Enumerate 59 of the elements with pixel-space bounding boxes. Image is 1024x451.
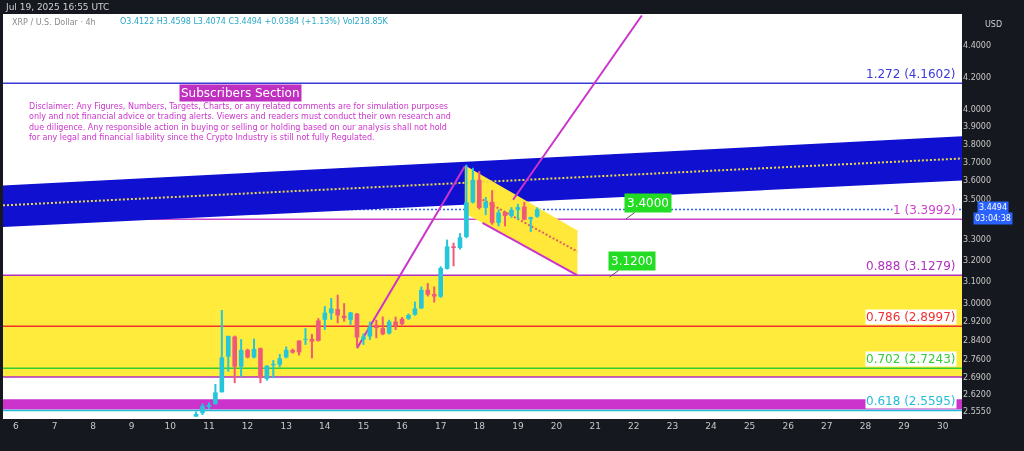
ref-line-label: 0.786 (2.8997): [866, 310, 956, 324]
x-tick-label: 26: [782, 421, 795, 431]
x-tick-label: 6: [13, 421, 19, 431]
x-tick-label: 20: [550, 421, 563, 431]
ref-line-label: 0.702 (2.7243): [866, 352, 956, 366]
annotation: Disclaimer: Any Figures, Numbers, Targets, Charts, or any related comments are for simulation purposes only and not financial advice or trading alerts. Viewers and readers must conduct their own research and due diligence. Any responsible action in buying or selling or holding based on our analysis shall not hold for any legal and financial liability since the Crypto Industry is still not fully Regulated.: [29, 102, 451, 143]
x-tick-label: 22: [628, 421, 640, 431]
x-tick-label: 28: [859, 421, 872, 431]
x-tick-label: 21: [589, 421, 601, 431]
y-tick-label: 4.0000: [963, 105, 991, 115]
annotation: O3.4122 H3.4598 L3.4074 C3.4494 +0.0384 (+1.13%) Vol218.85K: [120, 17, 389, 26]
x-tick-label: 10: [164, 421, 177, 431]
x-tick-label: 13: [280, 421, 292, 431]
annotation: 3.1200: [611, 254, 653, 268]
x-tick-label: 19: [512, 421, 524, 431]
annotation: 3.4000: [627, 196, 669, 210]
text: Jul 19, 2025 16:55 UTC: [5, 2, 110, 12]
y-tick-label: 3.5000: [963, 195, 991, 205]
x-tick-label: 14: [319, 421, 331, 431]
ref-line-label: 1.272 (4.1602): [866, 67, 956, 81]
x-tick-label: 27: [821, 421, 833, 431]
y-tick-label: 3.0000: [963, 299, 991, 309]
x-tick-label: 9: [128, 421, 135, 431]
x-tick-label: 7: [51, 421, 58, 431]
y-tick-label: 2.9200: [963, 317, 991, 327]
y-tick-label: 3.7000: [963, 157, 991, 167]
x-tick-label: 15: [357, 421, 370, 431]
x-tick-label: 25: [743, 421, 756, 431]
x-tick-label: 30: [936, 421, 949, 431]
ref-line-label: 0.888 (3.1279): [866, 259, 956, 273]
y-tick-label: 3.9000: [963, 122, 991, 132]
y-tick-label: 3.8000: [963, 139, 991, 149]
y-tick-label: 2.5550: [963, 407, 991, 417]
x-tick-label: 11: [203, 421, 215, 431]
x-tick-label: 29: [898, 421, 911, 431]
x-tick-label: 17: [434, 421, 447, 431]
ref-line-label: 0.618 (2.5595): [866, 394, 956, 408]
y-tick-label: 4.2000: [963, 72, 991, 82]
y-tick-label: 2.8400: [963, 336, 991, 346]
y-tick-label: 2.6200: [963, 390, 991, 400]
x-tick-label: 23: [666, 421, 679, 431]
x-tick-label: 18: [473, 421, 486, 431]
x-tick-label: 8: [90, 421, 97, 431]
ref-line-label: 1 (3.3992): [893, 203, 956, 217]
y-tick-label: 2.7600: [963, 355, 991, 365]
y-tick-label: 2.6900: [963, 372, 991, 382]
y-tick-label: 4.4000: [963, 41, 991, 51]
y-tick-label: 3.1000: [963, 277, 991, 287]
x-tick-label: 12: [241, 421, 254, 431]
x-tick-label: 24: [705, 421, 717, 431]
y-tick-label: 3.6000: [963, 176, 991, 186]
text: 3.4494: [979, 203, 1007, 212]
text: XRP / U.S. Dollar · 4h: [12, 17, 96, 27]
x-tick-label: 16: [396, 421, 409, 431]
y-tick-label: 3.2000: [963, 255, 991, 265]
y-tick-label: 3.3000: [963, 235, 991, 245]
text: 03:04:38: [975, 214, 1011, 223]
annotation: Subscribers Section: [181, 86, 300, 100]
text: USD: [985, 20, 1003, 29]
